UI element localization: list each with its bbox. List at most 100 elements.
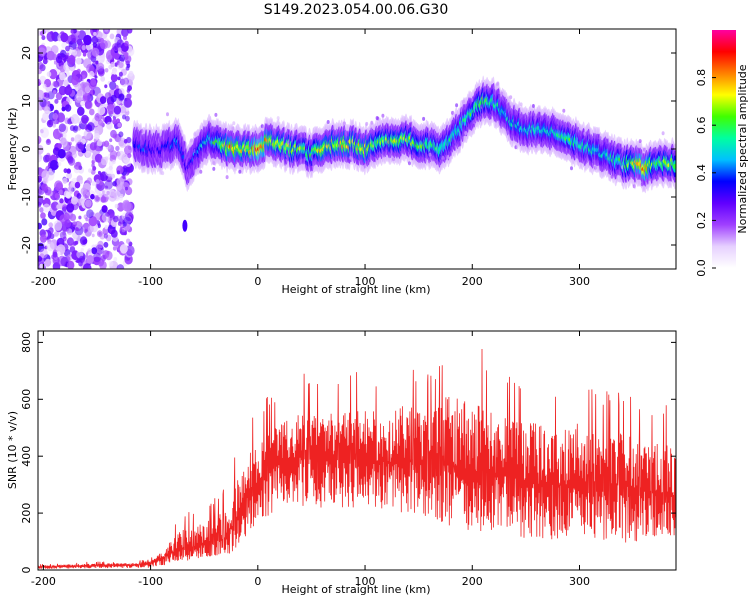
noise-speckle	[84, 29, 91, 36]
noise-speckle	[106, 250, 110, 255]
noise-speckle	[38, 62, 44, 70]
noise-speckle	[91, 180, 96, 186]
noise-speckle	[99, 39, 108, 50]
noise-speckle	[56, 251, 61, 257]
noise-speckle	[82, 82, 91, 94]
noise-speckle	[52, 123, 56, 128]
colorbar-ticks: 0.0 0.2 0.4 0.6 0.8	[695, 69, 716, 277]
noise-speckle	[66, 237, 74, 246]
noise-speckle	[72, 221, 77, 228]
noise-speckle	[75, 227, 79, 232]
ridge-outlier	[519, 102, 523, 107]
noise-speckle	[118, 131, 124, 138]
noise-speckle	[46, 139, 50, 144]
noise-speckle	[83, 34, 92, 46]
noise-speckle	[38, 47, 46, 57]
noise-speckle	[71, 196, 78, 205]
ridge-outlier	[428, 152, 432, 157]
noise-speckle	[56, 204, 61, 210]
noise-speckle	[73, 125, 79, 131]
noise-speckle	[112, 118, 117, 125]
noise-speckle	[94, 75, 98, 79]
noise-speckle	[126, 88, 131, 93]
noise-speckle	[44, 106, 51, 115]
noise-speckle	[124, 201, 133, 213]
noise-speckle	[88, 168, 92, 173]
ridge-outlier	[276, 116, 280, 121]
noise-speckle	[80, 247, 84, 252]
spectrogram-y-ticks: -20 -10 0 10 20	[20, 46, 676, 254]
noise-speckle	[99, 181, 103, 186]
noise-speckle	[81, 114, 89, 124]
noise-speckle	[80, 187, 87, 196]
x-tick-label: -100	[138, 275, 163, 288]
ridge-outlier	[375, 116, 379, 120]
snr-series	[37, 348, 676, 570]
noise-speckle	[40, 212, 46, 219]
noise-speckle	[54, 231, 59, 237]
noise-speckle	[90, 193, 95, 200]
y-tick-label: 20	[20, 46, 33, 60]
noise-speckle	[81, 45, 86, 51]
ridge-outlier	[349, 155, 352, 160]
noise-speckle	[104, 84, 108, 89]
ridge-outlier	[166, 112, 169, 117]
noise-speckle	[109, 138, 113, 143]
snr-panel: -200 -100 0 100 200 300 0 200 400 600 800 Height …	[6, 330, 677, 596]
ridge-outlier	[610, 174, 614, 179]
noise-speckle	[70, 114, 80, 124]
noise-speckle	[74, 134, 83, 144]
ridge-outlier	[421, 156, 425, 161]
noise-speckle	[41, 170, 50, 180]
x-tick-label: 300	[569, 575, 590, 588]
noise-speckle	[41, 218, 48, 226]
spectrogram-x-ticks: -200 -100 0 100 200 300	[31, 29, 590, 288]
noise-speckle	[91, 36, 99, 44]
ridge-outlier	[562, 108, 566, 113]
ridge-outlier	[212, 166, 216, 171]
noise-speckle	[63, 79, 69, 87]
noise-speckle	[57, 143, 62, 149]
noise-speckle	[54, 98, 59, 104]
noise-speckle	[80, 236, 88, 246]
noise-speckle	[41, 35, 46, 41]
spectrogram-x-label: Height of straight line (km)	[281, 283, 430, 296]
noise-speckle	[95, 31, 103, 40]
noise-speckle	[78, 255, 85, 263]
noise-speckle	[94, 194, 101, 203]
colorbar-tick-label: 0.6	[695, 116, 708, 134]
noise-speckle	[120, 106, 127, 114]
noise-speckle	[124, 98, 133, 108]
noise-speckle	[46, 241, 55, 252]
noise-speckle	[39, 234, 47, 243]
noise-speckle	[111, 173, 116, 179]
noise-speckle	[48, 69, 58, 80]
noise-speckle	[74, 181, 81, 189]
noise-speckle	[112, 181, 117, 187]
noise-speckle	[118, 93, 125, 101]
noise-speckle	[75, 57, 82, 65]
noise-speckle	[125, 245, 135, 256]
ridge-outlier	[238, 169, 242, 174]
noise-speckle	[76, 193, 82, 199]
noise-speckle	[72, 29, 77, 34]
noise-speckle	[49, 233, 55, 240]
ridge-outlier	[583, 131, 587, 136]
noise-speckle	[58, 123, 66, 132]
noise-speckle	[113, 215, 119, 223]
noise-speckle	[106, 121, 113, 130]
noise-speckle	[99, 96, 107, 104]
noise-speckle	[113, 105, 122, 115]
noise-speckle	[75, 221, 83, 229]
colorbar-tick-label: 0.0	[695, 259, 708, 277]
noise-speckle	[70, 137, 75, 142]
noise-speckle	[97, 105, 106, 116]
noise-speckle	[77, 106, 85, 116]
noise-speckle	[38, 97, 41, 101]
noise-speckle	[65, 45, 70, 52]
noise-speckle	[110, 73, 118, 83]
noise-speckle	[39, 248, 48, 259]
noise-speckle	[122, 35, 128, 41]
